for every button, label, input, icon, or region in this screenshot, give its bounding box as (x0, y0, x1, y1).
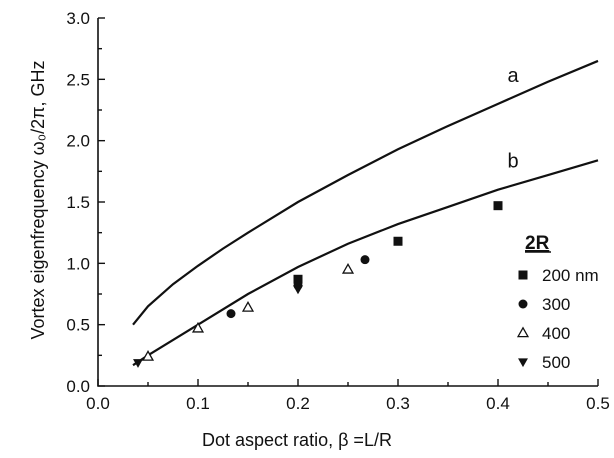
x-tick-label: 0.4 (486, 394, 510, 413)
legend-marker (518, 270, 528, 280)
axes: 0.0 0.1 0.2 0.3 0.4 0.5 0.0 0.5 1.0 1.5 2.0 2.5 3.0 (66, 9, 609, 413)
y-tick-label: 0.0 (66, 377, 90, 396)
data-point (393, 236, 403, 246)
data-point (360, 255, 370, 265)
curves: ab (132, 59, 599, 367)
legend-title: 2R (525, 233, 550, 254)
legend-label: 200 nm (542, 266, 599, 285)
legend-marker (518, 299, 528, 309)
data-point (493, 201, 503, 211)
y-tick-label: 0.5 (66, 316, 90, 335)
legend-label: 400 (542, 324, 570, 343)
data-point (293, 274, 303, 284)
data-point (133, 359, 143, 368)
x-tick-label: 0.1 (186, 394, 210, 413)
x-axis-title: Dot aspect ratio, β =L/R (202, 430, 392, 450)
curve-label-a: a (507, 65, 519, 87)
data-point (141, 350, 155, 361)
legend-marker (518, 358, 528, 368)
legend-label: 300 (542, 295, 570, 314)
y-axis-title: Vortex eigenfrequency ω₀/2π, GHz (28, 60, 48, 339)
curve-label-b: b (507, 151, 518, 173)
legend: 2R 200 nm 300 400 500 (516, 233, 599, 372)
legend-label: 500 (542, 353, 570, 372)
x-tick-label: 0.2 (286, 394, 310, 413)
y-tick-label: 2.0 (66, 132, 90, 151)
data-point (191, 321, 205, 333)
theory-curve-a (132, 59, 599, 326)
data-point (341, 262, 355, 274)
y-tick-label: 2.5 (66, 70, 90, 89)
data-point (226, 309, 236, 319)
data-point (241, 300, 255, 312)
y-tick-label: 1.0 (66, 254, 90, 273)
y-tick-label: 3.0 (66, 9, 90, 28)
x-tick-label: 0.0 (86, 394, 110, 413)
x-tick-label: 0.3 (386, 394, 410, 413)
data-point (293, 285, 303, 295)
points (133, 201, 503, 368)
legend-marker (516, 326, 530, 338)
theory-curve-b (132, 159, 599, 367)
x-tick-label: 0.5 (586, 394, 610, 413)
y-tick-label: 1.5 (66, 193, 90, 212)
